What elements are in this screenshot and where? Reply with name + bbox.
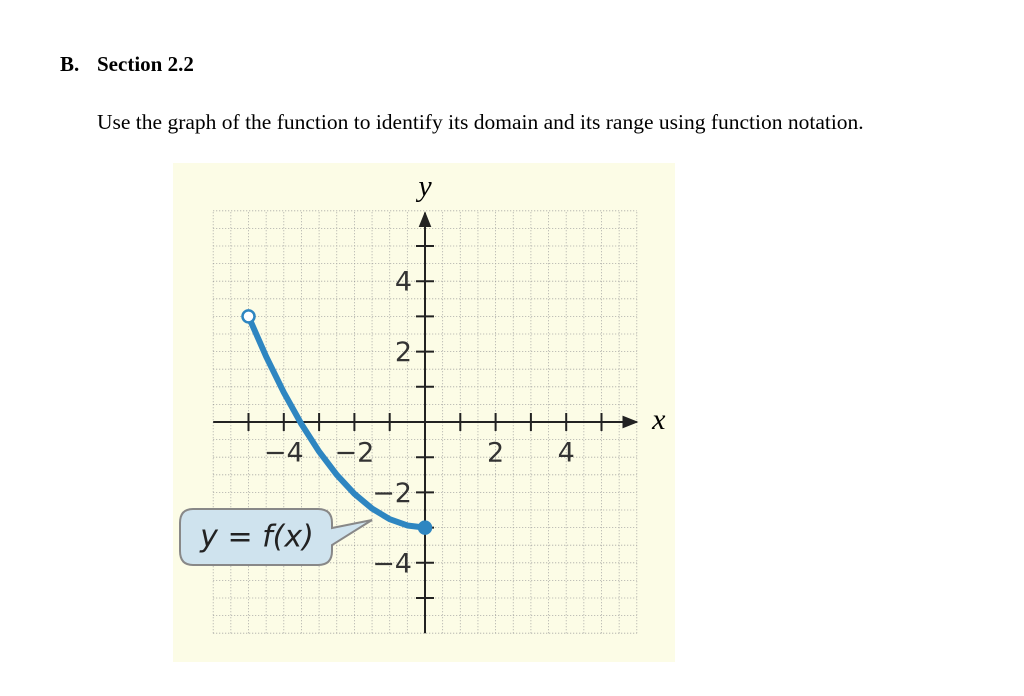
endpoint: [417, 520, 433, 535]
y-tick-label: −4: [372, 548, 412, 579]
legend-label: y = f(x): [199, 520, 314, 555]
endpoint: [241, 309, 256, 324]
x-tick-label: −2: [334, 438, 374, 469]
x-tick-label: 4: [558, 438, 575, 469]
y-axis-label: y: [415, 170, 432, 203]
curve: [245, 313, 428, 531]
x-tick-label: −4: [264, 438, 304, 469]
section-label: B.: [60, 52, 80, 76]
callout-box: [179, 508, 373, 566]
x-axis-label: x: [651, 403, 666, 436]
section-title: Section 2.2: [97, 52, 194, 76]
y-tick-label: −2: [372, 478, 412, 509]
x-tick-label: 2: [487, 438, 504, 469]
y-tick-label: 4: [395, 267, 412, 298]
y-tick-label: 2: [395, 337, 412, 368]
instruction: Use the graph of the function to identif…: [97, 110, 864, 134]
